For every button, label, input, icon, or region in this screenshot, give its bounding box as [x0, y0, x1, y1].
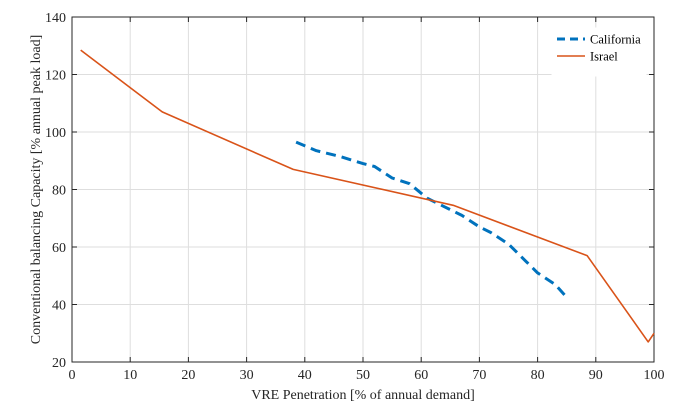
y-tick-label: 80	[52, 184, 66, 199]
x-tick-label: 30	[240, 368, 254, 383]
x-tick-label: 90	[589, 368, 603, 383]
x-tick-label: 20	[181, 368, 195, 383]
x-tick-label: 10	[123, 368, 137, 383]
x-tick-label: 60	[414, 368, 428, 383]
series-layer	[80, 49, 655, 343]
legend: California Israel	[551, 27, 647, 77]
legend-box	[551, 27, 647, 77]
x-tick-label: 50	[356, 368, 370, 383]
y-tick-label: 140	[45, 11, 66, 26]
x-tick-label: 70	[472, 368, 486, 383]
x-tick-label: 80	[531, 368, 545, 383]
x-axis-label: VRE Penetration [% of annual demand]	[251, 388, 475, 403]
y-tick-label: 60	[52, 241, 66, 256]
y-tick-label: 20	[52, 356, 66, 371]
series-line-israel	[80, 49, 655, 343]
x-tick-label: 100	[644, 368, 665, 383]
y-tick-label: 120	[45, 69, 66, 84]
series-line-california	[295, 140, 568, 299]
x-tick-label: 0	[69, 368, 76, 383]
legend-label-california: California	[590, 33, 641, 47]
x-tick-label: 40	[298, 368, 312, 383]
y-axis-label: Conventional balancing Capacity [% annua…	[29, 35, 44, 344]
y-tick-label: 100	[45, 126, 66, 141]
y-tick-label: 40	[52, 299, 66, 314]
legend-label-israel: Israel	[590, 50, 618, 64]
axis-ticks: 0 10 20 30 40 50 60 70 80 90 100 20 40 60 80 100 120 140	[45, 11, 665, 383]
